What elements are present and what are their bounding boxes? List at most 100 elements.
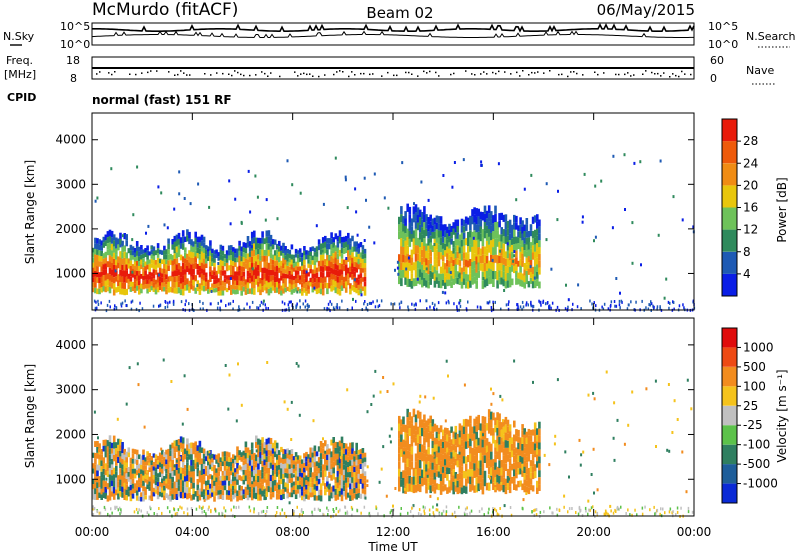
echo-cell — [344, 258, 348, 265]
echo-cell — [529, 460, 533, 467]
echo-cell — [123, 251, 126, 258]
echo-cell — [298, 257, 302, 262]
echo-cell — [336, 476, 340, 483]
echo-cell — [494, 507, 496, 511]
echo-cell — [93, 299, 96, 303]
echo-cell — [255, 454, 258, 461]
echo-cell — [344, 449, 348, 455]
echo-cell — [319, 447, 323, 454]
echo-cell — [400, 230, 403, 239]
echo-cell — [515, 236, 518, 244]
echo-cell — [536, 448, 539, 455]
echo-cell — [394, 268, 396, 272]
echo-cell — [169, 286, 172, 293]
echo-cell — [404, 233, 407, 241]
echo-cell — [215, 472, 218, 478]
echo-cell — [196, 495, 200, 502]
echo-cell — [483, 221, 487, 231]
echo-cell — [332, 247, 335, 254]
echo-cell — [452, 278, 455, 285]
echo-cell — [471, 462, 474, 470]
echo-cell — [257, 512, 260, 516]
echo-cell — [209, 266, 212, 272]
echo-cell — [494, 230, 497, 239]
echo-cell — [202, 285, 206, 292]
echo-cell — [324, 489, 327, 496]
echo-cell — [171, 448, 174, 455]
echo-cell — [422, 505, 425, 509]
echo-cell — [504, 455, 508, 464]
echo-cell — [142, 280, 145, 285]
echo-cell — [460, 239, 464, 247]
echo-cell — [179, 277, 183, 284]
echo-cell — [175, 470, 179, 476]
echo-cell — [408, 230, 412, 239]
echo-cell — [326, 481, 329, 487]
echo-cell — [519, 224, 522, 232]
x-tick-label: 16:00 — [476, 525, 511, 539]
echo-cell — [142, 459, 145, 466]
echo-cell — [402, 485, 405, 494]
echo-cell — [148, 457, 151, 463]
echo-cell — [171, 471, 174, 477]
echo-cell — [278, 450, 281, 455]
echo-cell — [450, 458, 453, 465]
echo-cell — [115, 471, 118, 478]
echo-cell — [255, 467, 258, 474]
echo-cell — [429, 415, 432, 424]
echo-cell — [195, 507, 198, 511]
echo-cell — [499, 249, 502, 253]
echo-cell — [227, 461, 231, 467]
echo-cell — [334, 477, 338, 484]
echo-cell — [517, 455, 520, 462]
echo-cell — [198, 283, 202, 290]
echo-cell — [202, 448, 206, 454]
echo-cell — [165, 269, 168, 275]
echo-cell — [454, 478, 458, 486]
nave-point — [150, 70, 152, 72]
echo-cell — [447, 374, 449, 378]
echo-cell — [322, 437, 324, 441]
echo-cell — [271, 239, 275, 245]
echo-cell — [340, 436, 344, 444]
echo-cell — [135, 495, 139, 501]
echo-cell — [535, 513, 538, 517]
echo-cell — [363, 302, 365, 306]
echo-cell — [169, 490, 172, 496]
echo-cell — [184, 476, 187, 482]
echo-cell — [421, 279, 424, 288]
echo-cell — [336, 276, 340, 283]
echo-cell — [649, 303, 651, 307]
echo-cell — [282, 268, 285, 274]
echo-cell — [330, 302, 333, 306]
echo-cell — [431, 218, 435, 226]
echo-cell — [506, 468, 510, 476]
echo-cell — [441, 224, 445, 231]
echo-cell — [265, 243, 269, 250]
echo-cell — [119, 439, 122, 445]
echo-cell — [92, 272, 95, 278]
echo-cell — [492, 271, 495, 279]
echo-cell — [421, 257, 424, 265]
echo-cell — [612, 154, 615, 158]
echo-cell — [538, 247, 541, 254]
echo-cell — [124, 299, 126, 303]
echo-cell — [110, 459, 114, 465]
echo-cell — [502, 441, 506, 449]
echo-cell — [351, 477, 354, 483]
echo-cell — [425, 267, 428, 271]
echo-cell — [209, 240, 212, 246]
echo-cell — [219, 244, 223, 250]
echo-cell — [186, 493, 189, 500]
echo-cell — [483, 513, 485, 517]
echo-cell — [418, 484, 422, 493]
echo-cell — [98, 511, 101, 515]
echo-cell — [236, 446, 239, 452]
echo-cell — [368, 512, 370, 516]
echo-cell — [536, 228, 539, 236]
echo-cell — [288, 492, 292, 498]
echo-cell — [510, 278, 514, 286]
echo-cell — [492, 459, 495, 467]
echo-cell — [263, 494, 266, 501]
echo-cell — [244, 492, 248, 499]
